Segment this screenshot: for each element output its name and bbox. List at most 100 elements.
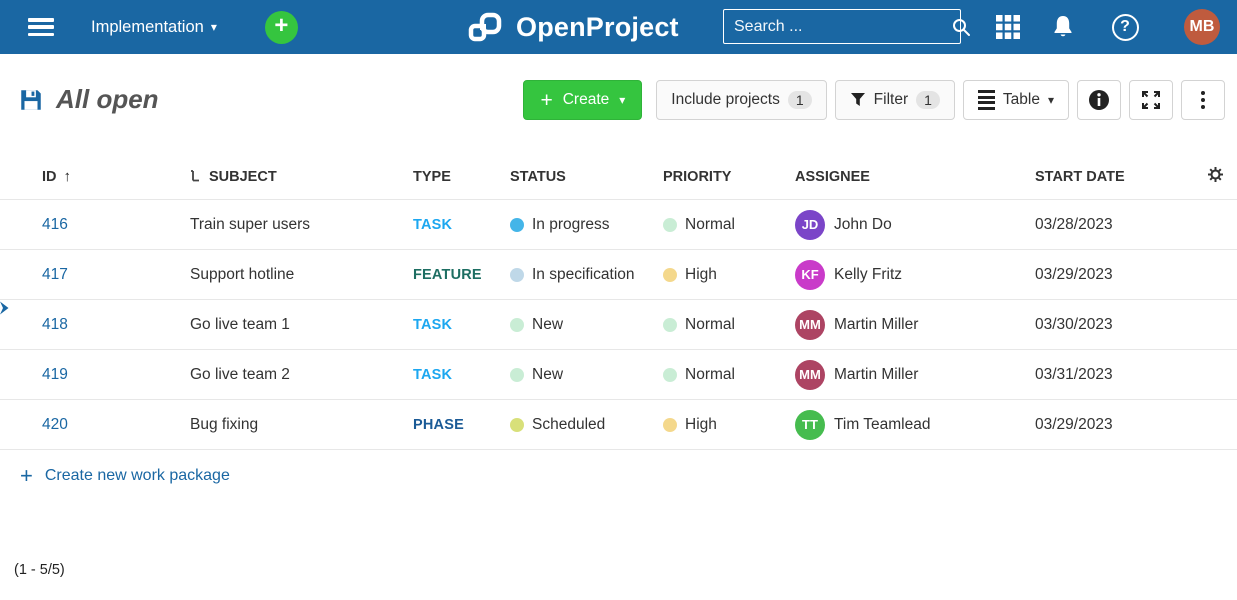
- work-package-status[interactable]: In specification: [532, 265, 635, 283]
- work-package-priority[interactable]: High: [685, 415, 717, 433]
- user-avatar-initials: MB: [1189, 18, 1215, 35]
- work-package-subject[interactable]: Support hotline: [190, 265, 295, 283]
- more-options-button[interactable]: [1181, 80, 1225, 120]
- table-row[interactable]: 420 Bug fixing PHASE Scheduled High TT T…: [0, 400, 1237, 450]
- work-package-status[interactable]: Scheduled: [532, 415, 606, 433]
- assignee-avatar[interactable]: JD: [795, 209, 825, 240]
- save-view-icon[interactable]: [18, 87, 44, 113]
- chevron-down-icon: ▾: [619, 93, 626, 107]
- column-header-subject[interactable]: SUBJECT: [190, 169, 413, 185]
- status-dot: [510, 317, 524, 332]
- create-new-work-package-link[interactable]: + Create new work package: [20, 463, 1237, 489]
- status-dot: [510, 267, 524, 282]
- modules-grid-icon[interactable]: [988, 0, 1028, 54]
- project-selector[interactable]: Implementation ▾: [91, 18, 217, 37]
- global-search: [723, 9, 970, 44]
- kebab-menu-icon: [1201, 91, 1205, 109]
- table-header-row: ID ↑ SUBJECT TYPE STATUS PRIORITY ASSIGN…: [0, 154, 1237, 200]
- work-package-type[interactable]: TASK: [413, 216, 453, 233]
- work-package-start-date[interactable]: 03/28/2023: [1035, 215, 1113, 233]
- work-package-status[interactable]: New: [532, 315, 564, 333]
- column-header-start-date[interactable]: START DATE: [1035, 169, 1190, 185]
- work-package-id-link[interactable]: 416: [42, 215, 68, 233]
- status-dot: [510, 417, 524, 432]
- filter-button[interactable]: Filter 1: [834, 80, 955, 120]
- filter-count-badge: 1: [916, 91, 940, 109]
- assignee-name[interactable]: John Do: [834, 215, 892, 233]
- work-package-id-link[interactable]: 420: [42, 415, 68, 433]
- work-package-priority[interactable]: High: [685, 265, 717, 283]
- assignee-name[interactable]: Martin Miller: [834, 315, 919, 333]
- priority-dot: [663, 417, 677, 432]
- chevron-down-icon: ▾: [210, 20, 217, 34]
- page-title: All open: [56, 84, 159, 114]
- project-selector-label: Implementation: [91, 17, 204, 36]
- search-input[interactable]: [724, 17, 951, 36]
- fullscreen-expand-icon: [1142, 91, 1160, 109]
- work-package-start-date[interactable]: 03/31/2023: [1035, 365, 1113, 383]
- work-package-status[interactable]: In progress: [532, 215, 610, 233]
- work-package-type[interactable]: TASK: [413, 366, 453, 383]
- work-package-type[interactable]: PHASE: [413, 416, 464, 433]
- work-package-id-link[interactable]: 418: [42, 315, 68, 333]
- work-package-subject[interactable]: Go live team 1: [190, 315, 290, 333]
- assignee-avatar[interactable]: MM: [795, 309, 825, 340]
- assignee-avatar[interactable]: TT: [795, 409, 825, 440]
- app-logo[interactable]: OpenProject: [468, 0, 679, 54]
- work-package-start-date[interactable]: 03/29/2023: [1035, 415, 1113, 433]
- work-package-subject[interactable]: Train super users: [190, 215, 311, 233]
- view-mode-button[interactable]: Table ▾: [962, 80, 1069, 120]
- table-row[interactable]: 416 Train super users TASK In progress N…: [0, 200, 1237, 250]
- table-settings-gear-icon[interactable]: [1208, 167, 1223, 186]
- create-button-label: Create: [562, 91, 610, 108]
- work-package-id-link[interactable]: 419: [42, 365, 68, 383]
- work-package-priority[interactable]: Normal: [685, 315, 735, 333]
- work-package-type[interactable]: FEATURE: [413, 266, 482, 283]
- info-button[interactable]: [1077, 80, 1121, 120]
- work-package-type[interactable]: TASK: [413, 316, 453, 333]
- work-package-priority[interactable]: Normal: [685, 365, 735, 383]
- work-package-priority[interactable]: Normal: [685, 215, 735, 233]
- column-header-status-label: STATUS: [510, 168, 566, 185]
- notifications-bell-icon[interactable]: [1043, 0, 1083, 54]
- table-view-icon: [977, 90, 995, 110]
- table-body: 416 Train super users TASK In progress N…: [0, 200, 1237, 450]
- quick-add-button[interactable]: +: [264, 10, 298, 44]
- work-package-start-date[interactable]: 03/30/2023: [1035, 315, 1113, 333]
- column-header-status[interactable]: STATUS: [510, 169, 663, 185]
- create-button[interactable]: + Create ▾: [523, 80, 643, 120]
- sidebar-expand-arrow-icon[interactable]: [0, 300, 10, 321]
- plus-icon: +: [20, 463, 33, 488]
- top-navigation-bar: Implementation ▾ + OpenProject: [0, 0, 1237, 54]
- work-package-subject[interactable]: Go live team 2: [190, 365, 290, 383]
- column-header-assignee[interactable]: ASSIGNEE: [795, 169, 1035, 185]
- assignee-name[interactable]: Tim Teamlead: [834, 415, 931, 433]
- fullscreen-button[interactable]: [1129, 80, 1173, 120]
- hierarchy-icon[interactable]: [190, 170, 202, 183]
- column-header-id[interactable]: ID ↑: [42, 168, 190, 185]
- column-header-id-label: ID: [42, 168, 57, 185]
- result-range-count: (1 - 5/5): [14, 562, 65, 578]
- assignee-name[interactable]: Martin Miller: [834, 365, 919, 383]
- column-header-priority[interactable]: PRIORITY: [663, 169, 795, 185]
- table-row[interactable]: 419 Go live team 2 TASK New Normal MM Ma…: [0, 350, 1237, 400]
- assignee-name[interactable]: Kelly Fritz: [834, 265, 903, 283]
- hamburger-menu-icon[interactable]: [28, 18, 54, 36]
- table-row[interactable]: 418 Go live team 1 TASK New Normal MM Ma…: [0, 300, 1237, 350]
- column-header-subject-label: SUBJECT: [209, 168, 277, 185]
- include-projects-button[interactable]: Include projects 1: [656, 80, 827, 120]
- assignee-avatar[interactable]: MM: [795, 359, 825, 390]
- chevron-down-icon: ▾: [1047, 93, 1054, 107]
- work-package-start-date[interactable]: 03/29/2023: [1035, 265, 1113, 283]
- work-package-id-link[interactable]: 417: [42, 265, 68, 283]
- table-row[interactable]: 417 Support hotline FEATURE In specifica…: [0, 250, 1237, 300]
- work-package-subject[interactable]: Bug fixing: [190, 415, 259, 433]
- assignee-avatar[interactable]: KF: [795, 259, 825, 290]
- work-package-status[interactable]: New: [532, 365, 564, 383]
- column-header-type[interactable]: TYPE: [413, 169, 510, 185]
- user-avatar[interactable]: MB: [1184, 9, 1220, 45]
- work-packages-table: ID ↑ SUBJECT TYPE STATUS PRIORITY ASSIGN…: [0, 154, 1237, 450]
- search-icon[interactable]: [951, 17, 971, 37]
- help-icon[interactable]: ?: [1105, 0, 1145, 54]
- info-icon: [1089, 90, 1109, 110]
